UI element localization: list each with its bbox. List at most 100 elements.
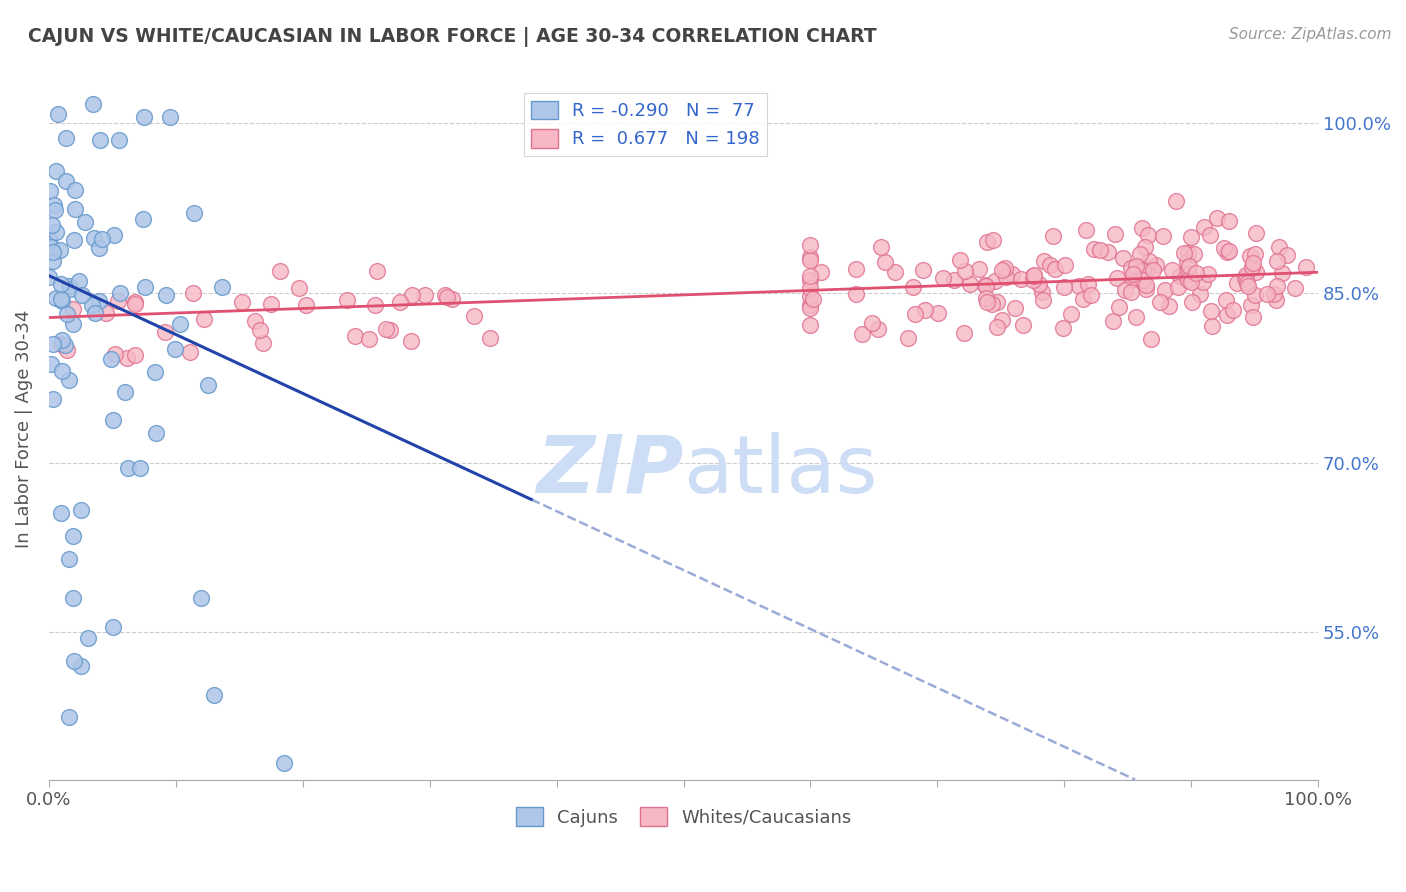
Point (1080, 288, 1102, 302)
Point (1122, 272, 1144, 286)
Point (101, 412, 124, 426)
Point (155, 326, 177, 340)
Point (1236, 276, 1258, 290)
Point (104, 347, 127, 361)
Point (1189, 287, 1212, 301)
Point (1136, 261, 1159, 276)
Point (1022, 268, 1045, 283)
Point (1215, 293, 1237, 307)
Point (1240, 260, 1263, 274)
Point (1241, 256, 1264, 270)
Point (51, 333, 73, 347)
Point (245, 314, 267, 328)
Point (994, 260, 1017, 275)
Point (984, 274, 1007, 288)
Point (46, 107, 69, 121)
Point (82, 96, 104, 111)
Point (1069, 279, 1091, 293)
Point (1132, 264, 1154, 278)
Point (124, 297, 146, 311)
Point (845, 261, 868, 276)
Point (801, 292, 824, 306)
Point (1265, 293, 1288, 307)
Point (42, 254, 65, 268)
Point (58, 551, 80, 566)
Point (44, 202, 66, 217)
Point (73, 215, 96, 229)
Point (1059, 307, 1081, 321)
Point (374, 322, 396, 336)
Point (63, 654, 86, 668)
Point (1149, 295, 1171, 310)
Point (179, 344, 201, 359)
Point (100, 352, 122, 367)
Point (273, 756, 295, 770)
Point (1122, 268, 1144, 282)
Point (145, 425, 167, 440)
Point (38, 232, 60, 246)
Point (1108, 300, 1130, 314)
Point (1152, 228, 1174, 243)
Point (1234, 268, 1257, 282)
Point (336, 293, 359, 307)
Point (49, 292, 72, 306)
Point (249, 323, 271, 337)
Text: ZIP: ZIP (536, 432, 683, 509)
Point (39, 240, 62, 254)
Point (211, 280, 233, 294)
Point (799, 301, 821, 315)
Point (873, 254, 896, 268)
Text: atlas: atlas (683, 432, 877, 509)
Point (288, 280, 311, 294)
Point (986, 319, 1008, 334)
Point (1215, 309, 1237, 323)
Point (107, 294, 129, 309)
Point (1031, 293, 1053, 307)
Point (897, 331, 920, 345)
Point (1161, 263, 1184, 277)
Point (1135, 277, 1157, 292)
Point (799, 318, 821, 333)
Point (159, 110, 181, 124)
Point (1199, 228, 1222, 243)
Point (72, 288, 94, 302)
Point (1137, 228, 1160, 243)
Point (1178, 259, 1201, 273)
Point (1125, 259, 1147, 273)
Point (1256, 287, 1278, 301)
Point (49, 277, 72, 292)
Point (799, 252, 821, 267)
Point (55, 130, 77, 145)
Point (1263, 287, 1285, 301)
Point (1284, 281, 1306, 295)
Point (1234, 271, 1257, 285)
Point (77, 631, 100, 645)
Point (94, 305, 117, 319)
Point (1010, 272, 1032, 286)
Point (132, 212, 155, 227)
Point (1076, 223, 1098, 237)
Point (101, 620, 124, 634)
Point (1213, 241, 1236, 255)
Point (51, 337, 73, 351)
Point (55, 174, 77, 188)
Point (1265, 279, 1288, 293)
Point (62, 233, 84, 247)
Point (799, 280, 821, 294)
Point (1201, 319, 1223, 334)
Point (1180, 294, 1202, 309)
Point (193, 312, 215, 326)
Point (49, 507, 72, 521)
Point (973, 277, 995, 292)
Point (197, 378, 219, 392)
Point (45, 164, 67, 178)
Point (1022, 272, 1045, 286)
Point (1164, 194, 1187, 208)
Point (413, 287, 436, 301)
Point (1137, 254, 1160, 268)
Point (1028, 277, 1050, 292)
Point (943, 273, 966, 287)
Point (901, 280, 924, 294)
Point (41, 218, 63, 232)
Point (59, 282, 82, 296)
